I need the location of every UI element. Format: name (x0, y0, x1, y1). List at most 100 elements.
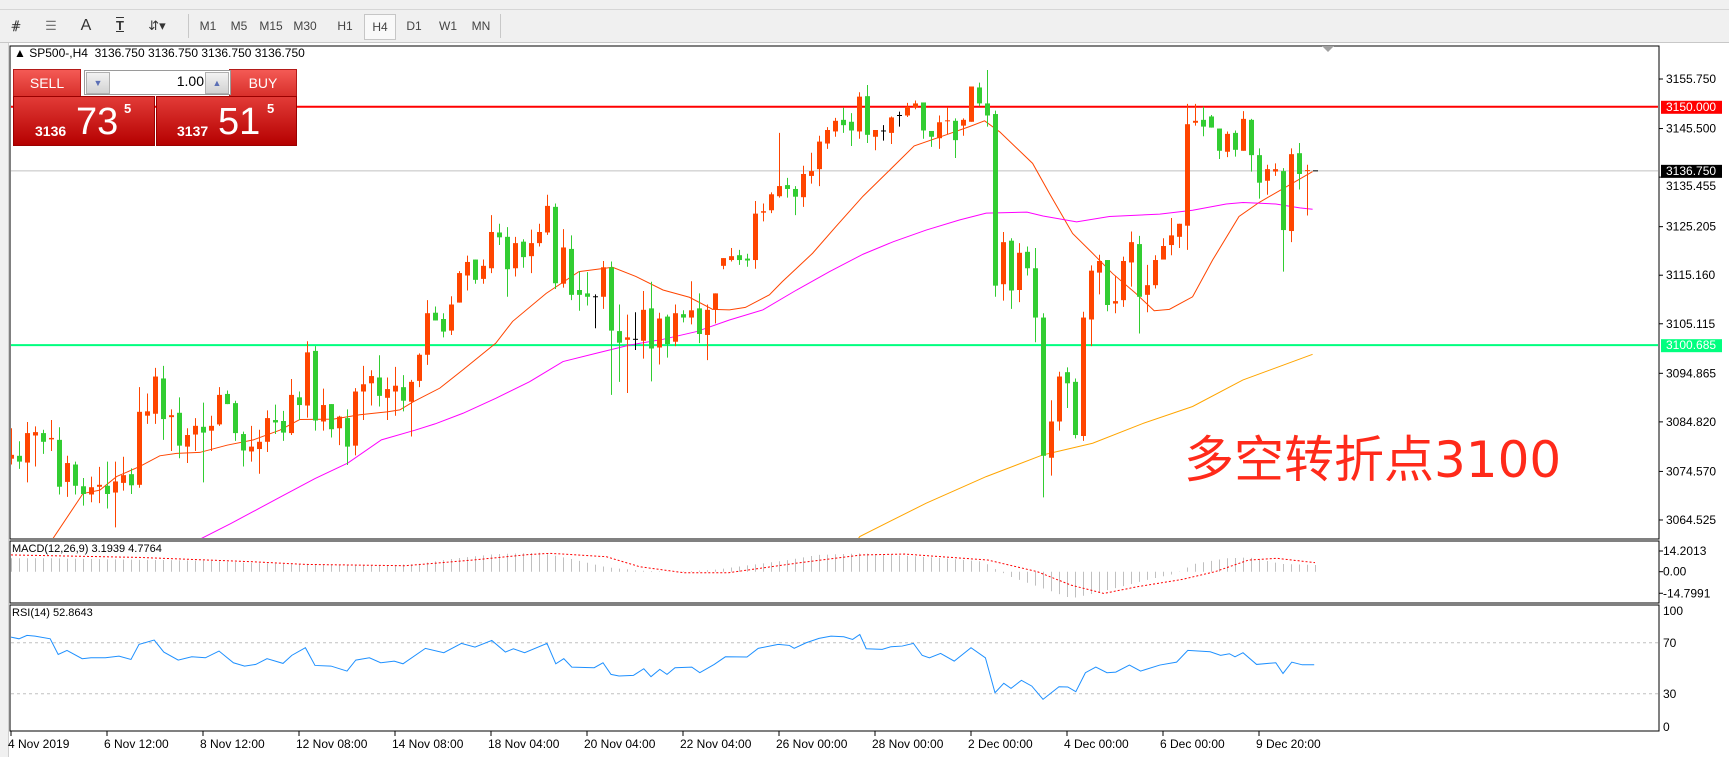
candle-body (921, 102, 926, 131)
candle-body (305, 352, 310, 406)
candle-body (745, 258, 750, 261)
candle-body (1089, 270, 1094, 320)
candle-body (513, 243, 518, 269)
candle-body (1209, 116, 1214, 128)
candle-body (393, 385, 398, 392)
timeframe-d1[interactable]: D1 (406, 19, 422, 33)
text-label-icon[interactable]: T (116, 18, 124, 33)
candle-body (777, 186, 782, 197)
candle-body (873, 129, 878, 137)
sell-price-pips: 73 (76, 101, 119, 143)
time-axis-label: 20 Nov 04:00 (584, 737, 656, 751)
timeframe-m15[interactable]: M15 (259, 19, 283, 33)
candle-body (641, 309, 646, 341)
lot-size-input[interactable]: 1.00 (176, 73, 204, 89)
time-axis-label: 14 Nov 08:00 (392, 737, 464, 751)
increase-lot-button[interactable]: ▲ (205, 72, 229, 94)
candle-body (225, 393, 230, 405)
candle-body (1113, 301, 1118, 304)
candle-body (753, 213, 758, 261)
buy-tab[interactable]: BUY (229, 69, 297, 97)
candle-body (649, 308, 654, 349)
candle-body (449, 304, 454, 331)
elliott-wave-icon[interactable]: ⋕ (9, 18, 21, 33)
macd-pane (9, 540, 1660, 604)
candle-body (89, 487, 94, 495)
candle-body (1121, 261, 1126, 301)
candle-body (193, 425, 198, 435)
price-level-label: 3150.000 (1666, 100, 1716, 114)
candle-body (145, 411, 150, 416)
candle-body (585, 293, 590, 297)
time-axis-label: 12 Nov 08:00 (296, 737, 368, 751)
price-axis-label: 3084.820 (1666, 415, 1716, 429)
price-axis-label: 3094.865 (1666, 366, 1716, 380)
sell-price-prefix: 3136 (35, 123, 67, 139)
decrease-lot-button[interactable]: ▼ (86, 72, 110, 94)
lot-size-stepper[interactable]: ▼ 1.00 ▲ (84, 70, 231, 95)
chart-annotation: 多空转折点3100 (1184, 431, 1562, 489)
rsi-axis-label: 70 (1663, 636, 1677, 650)
time-axis-label: 4 Nov 2019 (8, 737, 70, 751)
candle-body (1153, 260, 1158, 286)
candle-body (825, 129, 830, 144)
buy-price-button[interactable]: 3137 51 5 (156, 96, 297, 146)
price-axis-label: 3115.160 (1666, 268, 1715, 282)
arrows-icon[interactable]: ⇵▾ (148, 18, 166, 33)
candle-body (1281, 171, 1286, 231)
candle-body (785, 185, 790, 189)
candle-body (1169, 235, 1174, 246)
candle-body (1049, 421, 1054, 458)
rsi-series (11, 633, 1658, 701)
timeframe-h1[interactable]: H1 (337, 19, 353, 33)
moving-average-line (201, 202, 1313, 538)
candle-body (465, 261, 470, 276)
candle-body (529, 243, 534, 257)
time-axis-label: 22 Nov 04:00 (680, 737, 752, 751)
candle-body (1257, 155, 1262, 183)
candle-body (761, 211, 766, 213)
collapse-triangle-icon[interactable]: ▲ (14, 46, 30, 60)
sell-tab[interactable]: SELL (13, 69, 81, 97)
candle-body (409, 381, 414, 402)
main-toolbar-row (0, 0, 1729, 10)
candle-body (33, 432, 38, 436)
candle-body (137, 411, 142, 485)
candle-body (521, 241, 526, 258)
candle-body (217, 394, 222, 425)
timeframe-w1[interactable]: W1 (439, 19, 457, 33)
timeframe-mn[interactable]: MN (471, 19, 491, 33)
candle-body (233, 403, 238, 434)
candle-body (1289, 154, 1294, 232)
candle-body (1057, 376, 1062, 422)
timeframe-h4[interactable]: H4 (364, 14, 396, 40)
candle-body (153, 376, 158, 414)
candle-body (833, 120, 838, 132)
fibonacci-icon[interactable]: ☰ (45, 18, 57, 33)
timeframe-m30[interactable]: M30 (293, 19, 317, 33)
timeframe-m1[interactable]: M1 (199, 19, 217, 33)
candle-body (1017, 252, 1022, 291)
sell-price-fraction: 5 (124, 101, 132, 116)
chart-shift-marker-icon[interactable] (1322, 46, 1334, 52)
candle-body (1305, 170, 1310, 172)
candle-body (729, 256, 734, 261)
candle-body (905, 106, 910, 116)
price-level-label-bg (1661, 339, 1722, 353)
candle-body (297, 397, 302, 406)
time-axis-label: 4 Dec 00:00 (1064, 737, 1129, 751)
text-icon[interactable]: A (80, 17, 92, 34)
candle-body (129, 474, 134, 486)
candle-body (65, 463, 70, 482)
candle-body (97, 484, 102, 487)
rsi-axis-label: 0 (1663, 720, 1670, 734)
candle-body (49, 437, 54, 440)
sell-price-button[interactable]: 3136 73 5 (13, 96, 155, 146)
candle-body (1129, 242, 1134, 263)
candle-body (1145, 285, 1150, 295)
price-axis-label: 3064.525 (1666, 513, 1716, 527)
candle-body (953, 120, 958, 141)
timeframe-m5[interactable]: M5 (230, 19, 248, 33)
candle-body (105, 485, 110, 494)
